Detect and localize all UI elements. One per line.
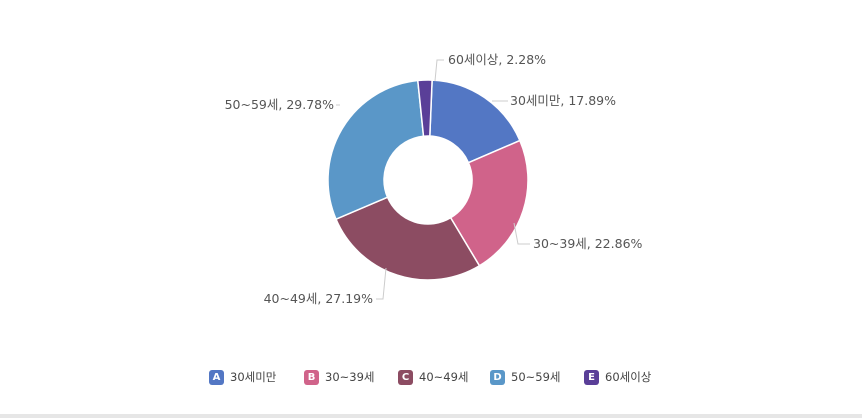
legend-label-a: 30세미만 — [230, 370, 277, 384]
legend-item-c[interactable]: C 40~49세 — [398, 368, 468, 386]
legend-item-d[interactable]: D 50~59세 — [490, 368, 560, 386]
data-label-e: 60세이상, 2.28% — [448, 52, 546, 67]
donut-slice-e[interactable] — [416, 79, 433, 138]
legend-label-c: 40~49세 — [419, 370, 469, 384]
donut-slice-b[interactable] — [449, 139, 529, 267]
leader-line-c — [376, 267, 387, 300]
legend-label-e: 60세이상 — [605, 370, 652, 384]
donut-slice-d[interactable] — [327, 79, 425, 221]
legend-item-e[interactable]: E 60세이상 — [584, 368, 651, 386]
leader-line-e — [434, 59, 444, 82]
legend-badge-d: D — [490, 369, 505, 385]
data-label-d: 50~59세, 29.78% — [225, 97, 335, 112]
leader-line-b — [513, 222, 530, 245]
legend-label-b: 30~39세 — [325, 370, 375, 384]
legend-badge-e: E — [584, 369, 599, 385]
chart-legend: A 30세미만 B 30~39세 C 40~49세 D 50~59세 E 60세… — [0, 368, 862, 388]
legend-badge-a: A — [209, 369, 224, 385]
data-label-a: 30세미만, 17.89% — [510, 93, 616, 108]
donut-slice-c[interactable] — [335, 196, 481, 281]
bottom-border — [0, 414, 862, 418]
donut-slice-a[interactable] — [429, 79, 521, 164]
data-label-c: 40~49세, 27.19% — [264, 291, 374, 306]
legend-label-d: 50~59세 — [511, 370, 561, 384]
legend-item-a[interactable]: A 30세미만 — [209, 368, 276, 386]
data-label-b: 30~39세, 22.86% — [533, 236, 643, 251]
legend-badge-c: C — [398, 369, 413, 385]
legend-badge-b: B — [304, 369, 319, 385]
legend-item-b[interactable]: B 30~39세 — [304, 368, 374, 386]
